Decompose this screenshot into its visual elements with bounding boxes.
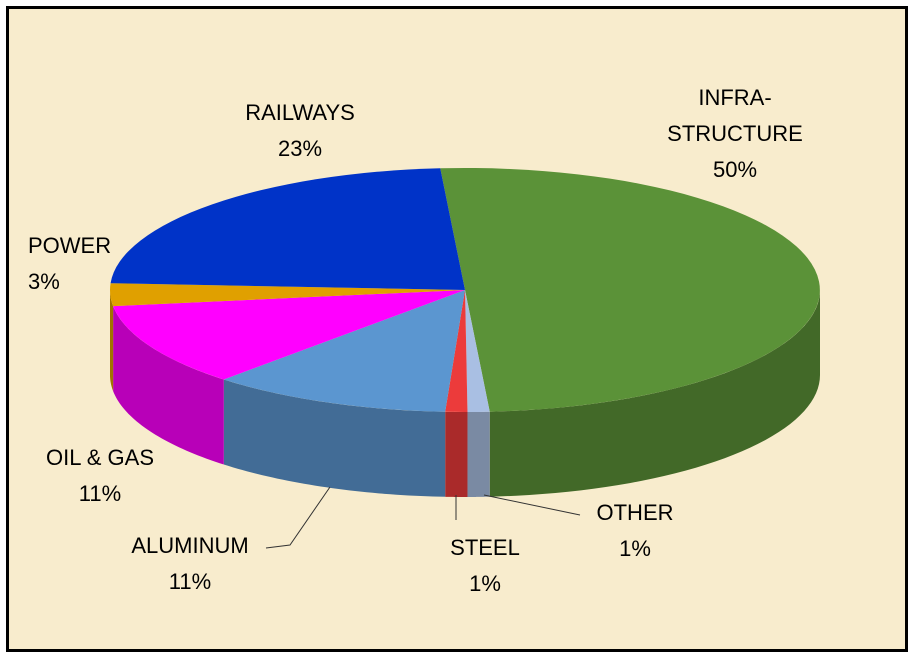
category-label: ALUMINUM <box>131 533 249 558</box>
slice-label: POWER 3% <box>28 228 128 300</box>
category-label: INFRA-STRUCTURE <box>667 85 803 146</box>
value-label: 1% <box>469 571 501 596</box>
pie-side <box>110 290 114 392</box>
pie-side <box>489 290 820 497</box>
pie-slice <box>113 290 466 380</box>
pie-side <box>223 379 446 497</box>
value-label: 11% <box>78 481 122 506</box>
leader-line <box>483 494 581 516</box>
category-label: OTHER <box>596 500 674 525</box>
value-label: 11% <box>168 569 212 594</box>
pie-slice <box>465 290 490 412</box>
slice-label: RAILWAYS 23% <box>225 95 375 167</box>
pie-side <box>113 306 224 465</box>
value-label: 3% <box>28 269 60 294</box>
slice-label: OIL & GAS 11% <box>15 440 185 512</box>
pie-side <box>467 411 490 497</box>
leader-line <box>265 486 331 549</box>
category-label: STEEL <box>450 535 520 560</box>
pie-slice <box>223 290 465 412</box>
pie-slice <box>440 168 820 412</box>
pie-slice <box>109 283 466 307</box>
category-label: POWER <box>28 233 112 258</box>
pie-side <box>445 411 468 497</box>
value-label: 1% <box>619 536 651 561</box>
slice-label: INFRA-STRUCTURE 50% <box>650 80 820 188</box>
category-label: RAILWAYS <box>245 100 355 125</box>
slice-label: OTHER 1% <box>575 495 695 567</box>
pie-slice <box>110 168 465 290</box>
category-label: OIL & GAS <box>45 445 154 470</box>
value-label: 23% <box>277 136 323 161</box>
value-label: 50% <box>712 157 758 182</box>
slice-label: ALUMINUM 11% <box>110 528 270 600</box>
pie-slice <box>445 290 468 413</box>
slice-label: STEEL 1% <box>440 530 530 602</box>
